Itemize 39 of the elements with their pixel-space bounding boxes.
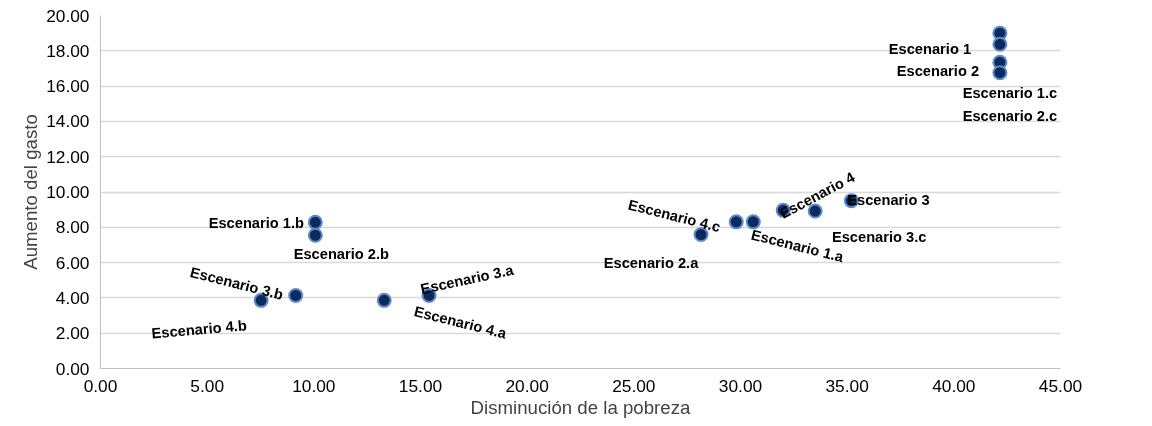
point <box>307 227 323 243</box>
x-tick-label: 25.00 <box>612 375 656 396</box>
x-tick-label: 5.00 <box>190 375 225 396</box>
x-tick-label: 15.00 <box>398 375 443 396</box>
y-tick-label: 2.00 <box>55 323 90 344</box>
y-tick-label: 10.00 <box>46 182 90 202</box>
point <box>745 214 761 230</box>
y-tick-label: 16.00 <box>46 76 90 97</box>
point <box>288 287 304 303</box>
data-label: Escenario 1.b <box>208 215 305 232</box>
x-tick-label: 10.00 <box>292 375 336 396</box>
data-label: Escenario 4.b <box>150 317 248 342</box>
data-label: Escenario 1 <box>888 41 972 58</box>
x-tick-label: 20.00 <box>505 375 549 396</box>
point <box>992 65 1008 81</box>
y-tick-label: 20.00 <box>46 5 90 26</box>
point <box>307 214 323 230</box>
y-tick-label: 14.00 <box>46 111 90 132</box>
data-label: Escenario 3.a <box>419 261 516 298</box>
data-label: Escenario 1.c <box>962 84 1058 101</box>
x-tick-label: 40.00 <box>932 375 976 396</box>
y-tick-label: 8.00 <box>55 217 90 238</box>
y-tick-label: 6.00 <box>55 252 90 273</box>
x-tick-label: 35.00 <box>825 375 869 396</box>
data-label: Escenario 2.a <box>603 254 700 271</box>
point <box>728 214 744 230</box>
data-label: Escenario 2.c <box>962 108 1058 125</box>
y-tick-label: 4.00 <box>55 287 90 308</box>
data-label: Escenario 3.c <box>831 229 927 246</box>
data-label: Escenario 2 <box>896 63 980 80</box>
x-tick-label: 45.00 <box>1038 375 1083 396</box>
y-tick-label: 12.00 <box>46 146 90 167</box>
y-tick-label: 18.00 <box>46 40 90 61</box>
y-axis-title: Aumento del gasto <box>20 114 42 270</box>
point <box>992 36 1008 52</box>
point <box>376 292 392 308</box>
x-tick-label: 30.00 <box>718 375 763 396</box>
x-axis-title: Disminución de la pobreza <box>470 396 692 418</box>
data-label: Escenario 2.b <box>293 246 390 263</box>
